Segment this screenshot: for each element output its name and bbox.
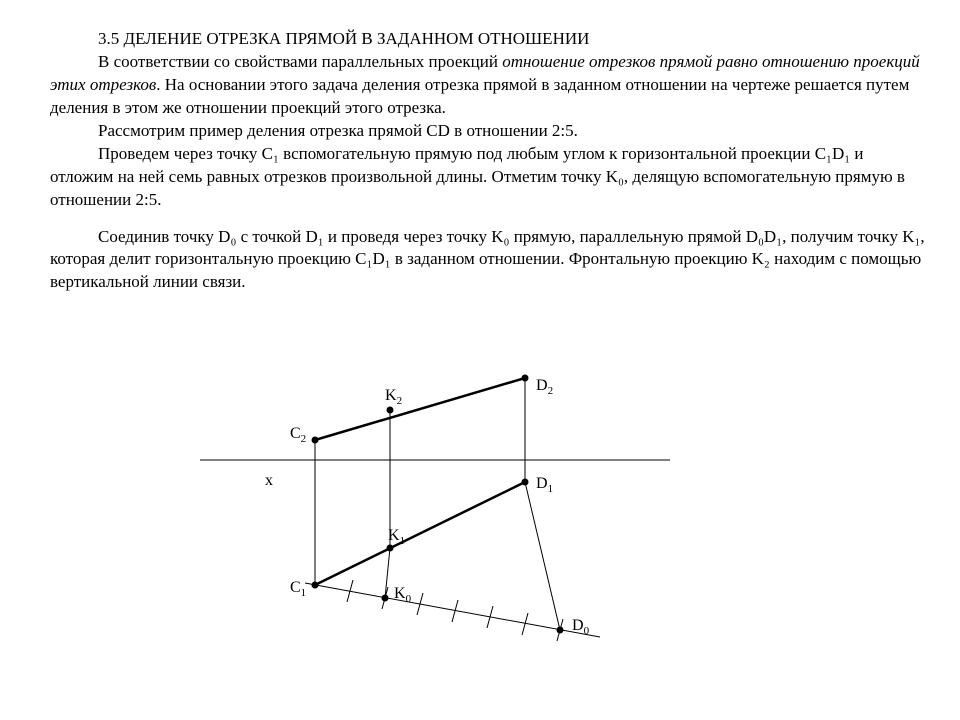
section-heading: 3.5 ДЕЛЕНИЕ ОТРЕЗКА ПРЯМОЙ В ЗАДАННОМ ОТ… [50,28,930,51]
projection-line [525,482,560,630]
point-label-d2: D2 [536,377,553,397]
point-label-c2: C2 [290,425,306,445]
point-label-k0: K0 [394,585,412,605]
point-k2 [387,407,394,414]
segment-line [315,378,525,440]
point-c2 [312,437,319,444]
paragraph-4: Соединив точку D₀ с точкой D₁ и проведя … [50,226,930,295]
paragraph-3: Проведем через точку C₁ вспомогательную … [50,143,930,212]
point-d0 [557,627,564,634]
point-label-d0: D0 [572,617,590,637]
p1-plain-a: В соответствии со свойствами параллельны… [98,52,502,71]
point-label-d1: D1 [536,475,553,495]
point-d1 [522,479,529,486]
text-content: 3.5 ДЕЛЕНИЕ ОТРЕЗКА ПРЯМОЙ В ЗАДАННОМ ОТ… [50,28,930,294]
point-k0 [382,595,389,602]
point-d2 [522,375,529,382]
p1-plain-c: . На основании этого задача деления отре… [50,75,909,117]
x-axis-label: x [265,472,273,489]
point-k1 [387,545,394,552]
paragraph-2: Рассмотрим пример деления отрезка прямой… [50,120,930,143]
point-label-c1: C1 [290,579,306,599]
point-c1 [312,582,319,589]
point-label-k2: K2 [385,387,402,407]
diagram: xC2K2D2C1K1D1K0D0 [190,360,720,680]
segment-line [315,482,525,585]
paragraph-1: В соответствии со свойствами параллельны… [50,51,930,120]
